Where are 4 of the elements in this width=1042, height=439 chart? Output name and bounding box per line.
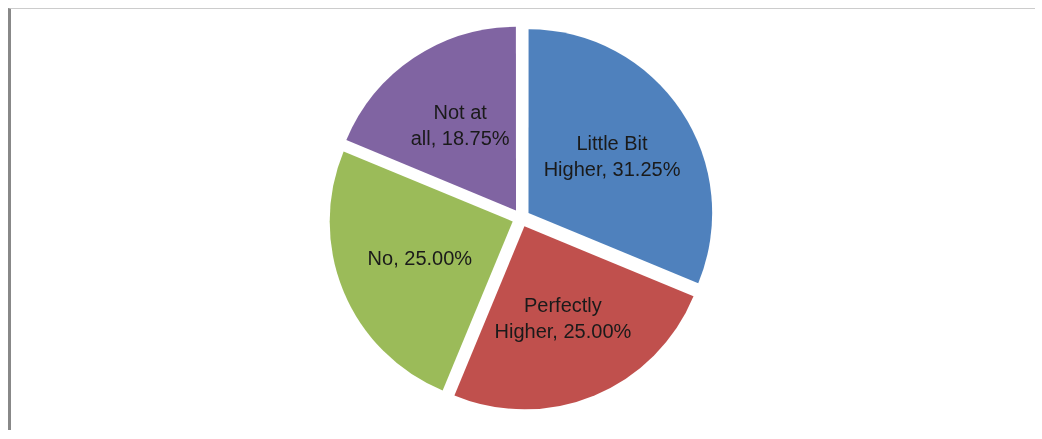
- slice-label: Little Bit Higher, 31.25%: [543, 131, 681, 180]
- slice-label: Perfectly Higher, 25.00%: [494, 293, 632, 342]
- slice-label: No, 25.00%: [367, 247, 473, 270]
- slice-label: Not at all, 18.75%: [410, 101, 510, 150]
